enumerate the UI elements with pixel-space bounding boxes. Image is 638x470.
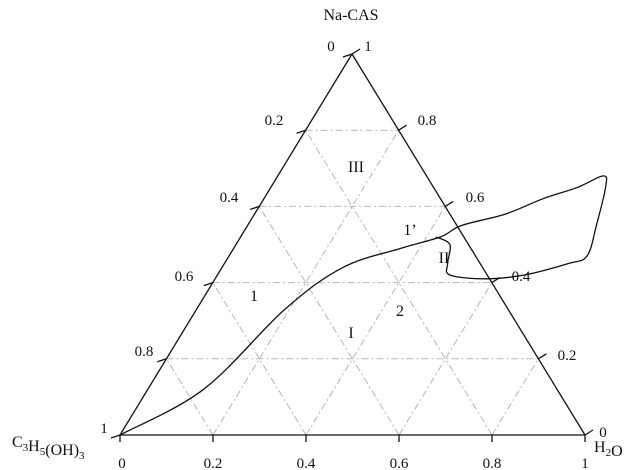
- curve-label-1: 1: [250, 288, 258, 305]
- curve-label-1-prime: 1’: [403, 222, 416, 239]
- bottom-tick-0.2: 0.2: [204, 456, 223, 470]
- left-tick-0: 0: [327, 39, 335, 55]
- axis-left: [119, 53, 353, 436]
- grid-lines: [165, 129, 539, 436]
- right-tick-0.4: 0.4: [512, 269, 531, 285]
- right-tick-0.2: 0.2: [558, 348, 577, 364]
- right-tick-1: 1: [364, 39, 372, 55]
- curve-label-2: 2: [396, 303, 404, 320]
- grid-line-glycerol-0.8: [165, 358, 214, 436]
- grid-line-glycerol-0.4: [258, 206, 400, 436]
- region-label-I: I: [348, 325, 353, 342]
- left-tick-0.2: 0.2: [265, 113, 284, 129]
- tick-left-0.8: [157, 358, 167, 363]
- left-tick-0.4: 0.4: [220, 190, 239, 206]
- bottom-tick-1: 1: [581, 456, 589, 470]
- tick-left-0.2: [296, 129, 306, 134]
- left-tick-0.8: 0.8: [135, 344, 154, 360]
- tick-right-0: [351, 48, 361, 55]
- tick-right-1: [584, 429, 594, 436]
- left-tick-0.6: 0.6: [175, 269, 194, 285]
- tick-marks: [110, 48, 594, 442]
- right-tick-0.8: 0.8: [418, 113, 437, 129]
- grid-line-h2o-0.8: [491, 358, 539, 436]
- left-tick-1: 1: [100, 421, 108, 437]
- axis-right: [351, 53, 586, 436]
- right-tick-0: 0: [599, 425, 607, 441]
- bottom-tick-0.4: 0.4: [297, 456, 316, 470]
- tick-right-0.2: [398, 124, 407, 131]
- vertex-label-left: C3H5(OH)3: [12, 434, 85, 462]
- triangle-axes: [119, 53, 586, 436]
- vertex-label-right: H2O: [594, 439, 623, 460]
- tick-right-0.8: [538, 353, 547, 360]
- bottom-tick-0: 0: [118, 456, 126, 470]
- grid-line-h2o-0.4: [305, 206, 446, 436]
- vertex-label-top: Na-CAS: [323, 7, 378, 24]
- region-label-III: III: [348, 159, 364, 176]
- binodal-curve: [119, 175, 608, 436]
- tick-right-0.4: [444, 200, 454, 207]
- tick-left-0: [342, 53, 353, 58]
- tick-left-1: [110, 434, 121, 439]
- tick-left-0.4: [249, 205, 260, 211]
- right-tick-0.6: 0.6: [466, 190, 485, 206]
- region-label-II: II: [439, 250, 450, 267]
- bottom-tick-0.8: 0.8: [483, 456, 502, 470]
- tick-left-0.6: [203, 281, 214, 287]
- phase-boundary-curve: [119, 175, 608, 436]
- bottom-tick-0.6: 0.6: [390, 456, 409, 470]
